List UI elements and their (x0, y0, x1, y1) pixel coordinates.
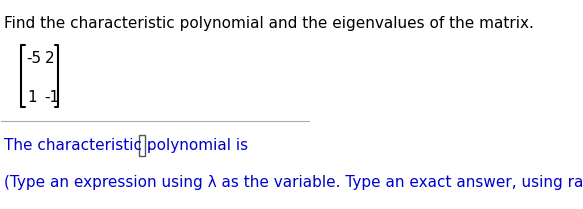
Text: 1: 1 (27, 90, 37, 105)
Text: 2: 2 (44, 51, 54, 66)
Text: .: . (147, 138, 152, 153)
Text: Find the characteristic polynomial and the eigenvalues of the matrix.: Find the characteristic polynomial and t… (5, 16, 535, 31)
Text: -1: -1 (44, 90, 59, 105)
Text: The characteristic polynomial is: The characteristic polynomial is (5, 138, 248, 153)
Bar (139, 135, 146, 156)
Text: (Type an expression using λ as the variable. Type an exact answer, using radical: (Type an expression using λ as the varia… (5, 175, 583, 190)
Text: -5: -5 (26, 51, 41, 66)
